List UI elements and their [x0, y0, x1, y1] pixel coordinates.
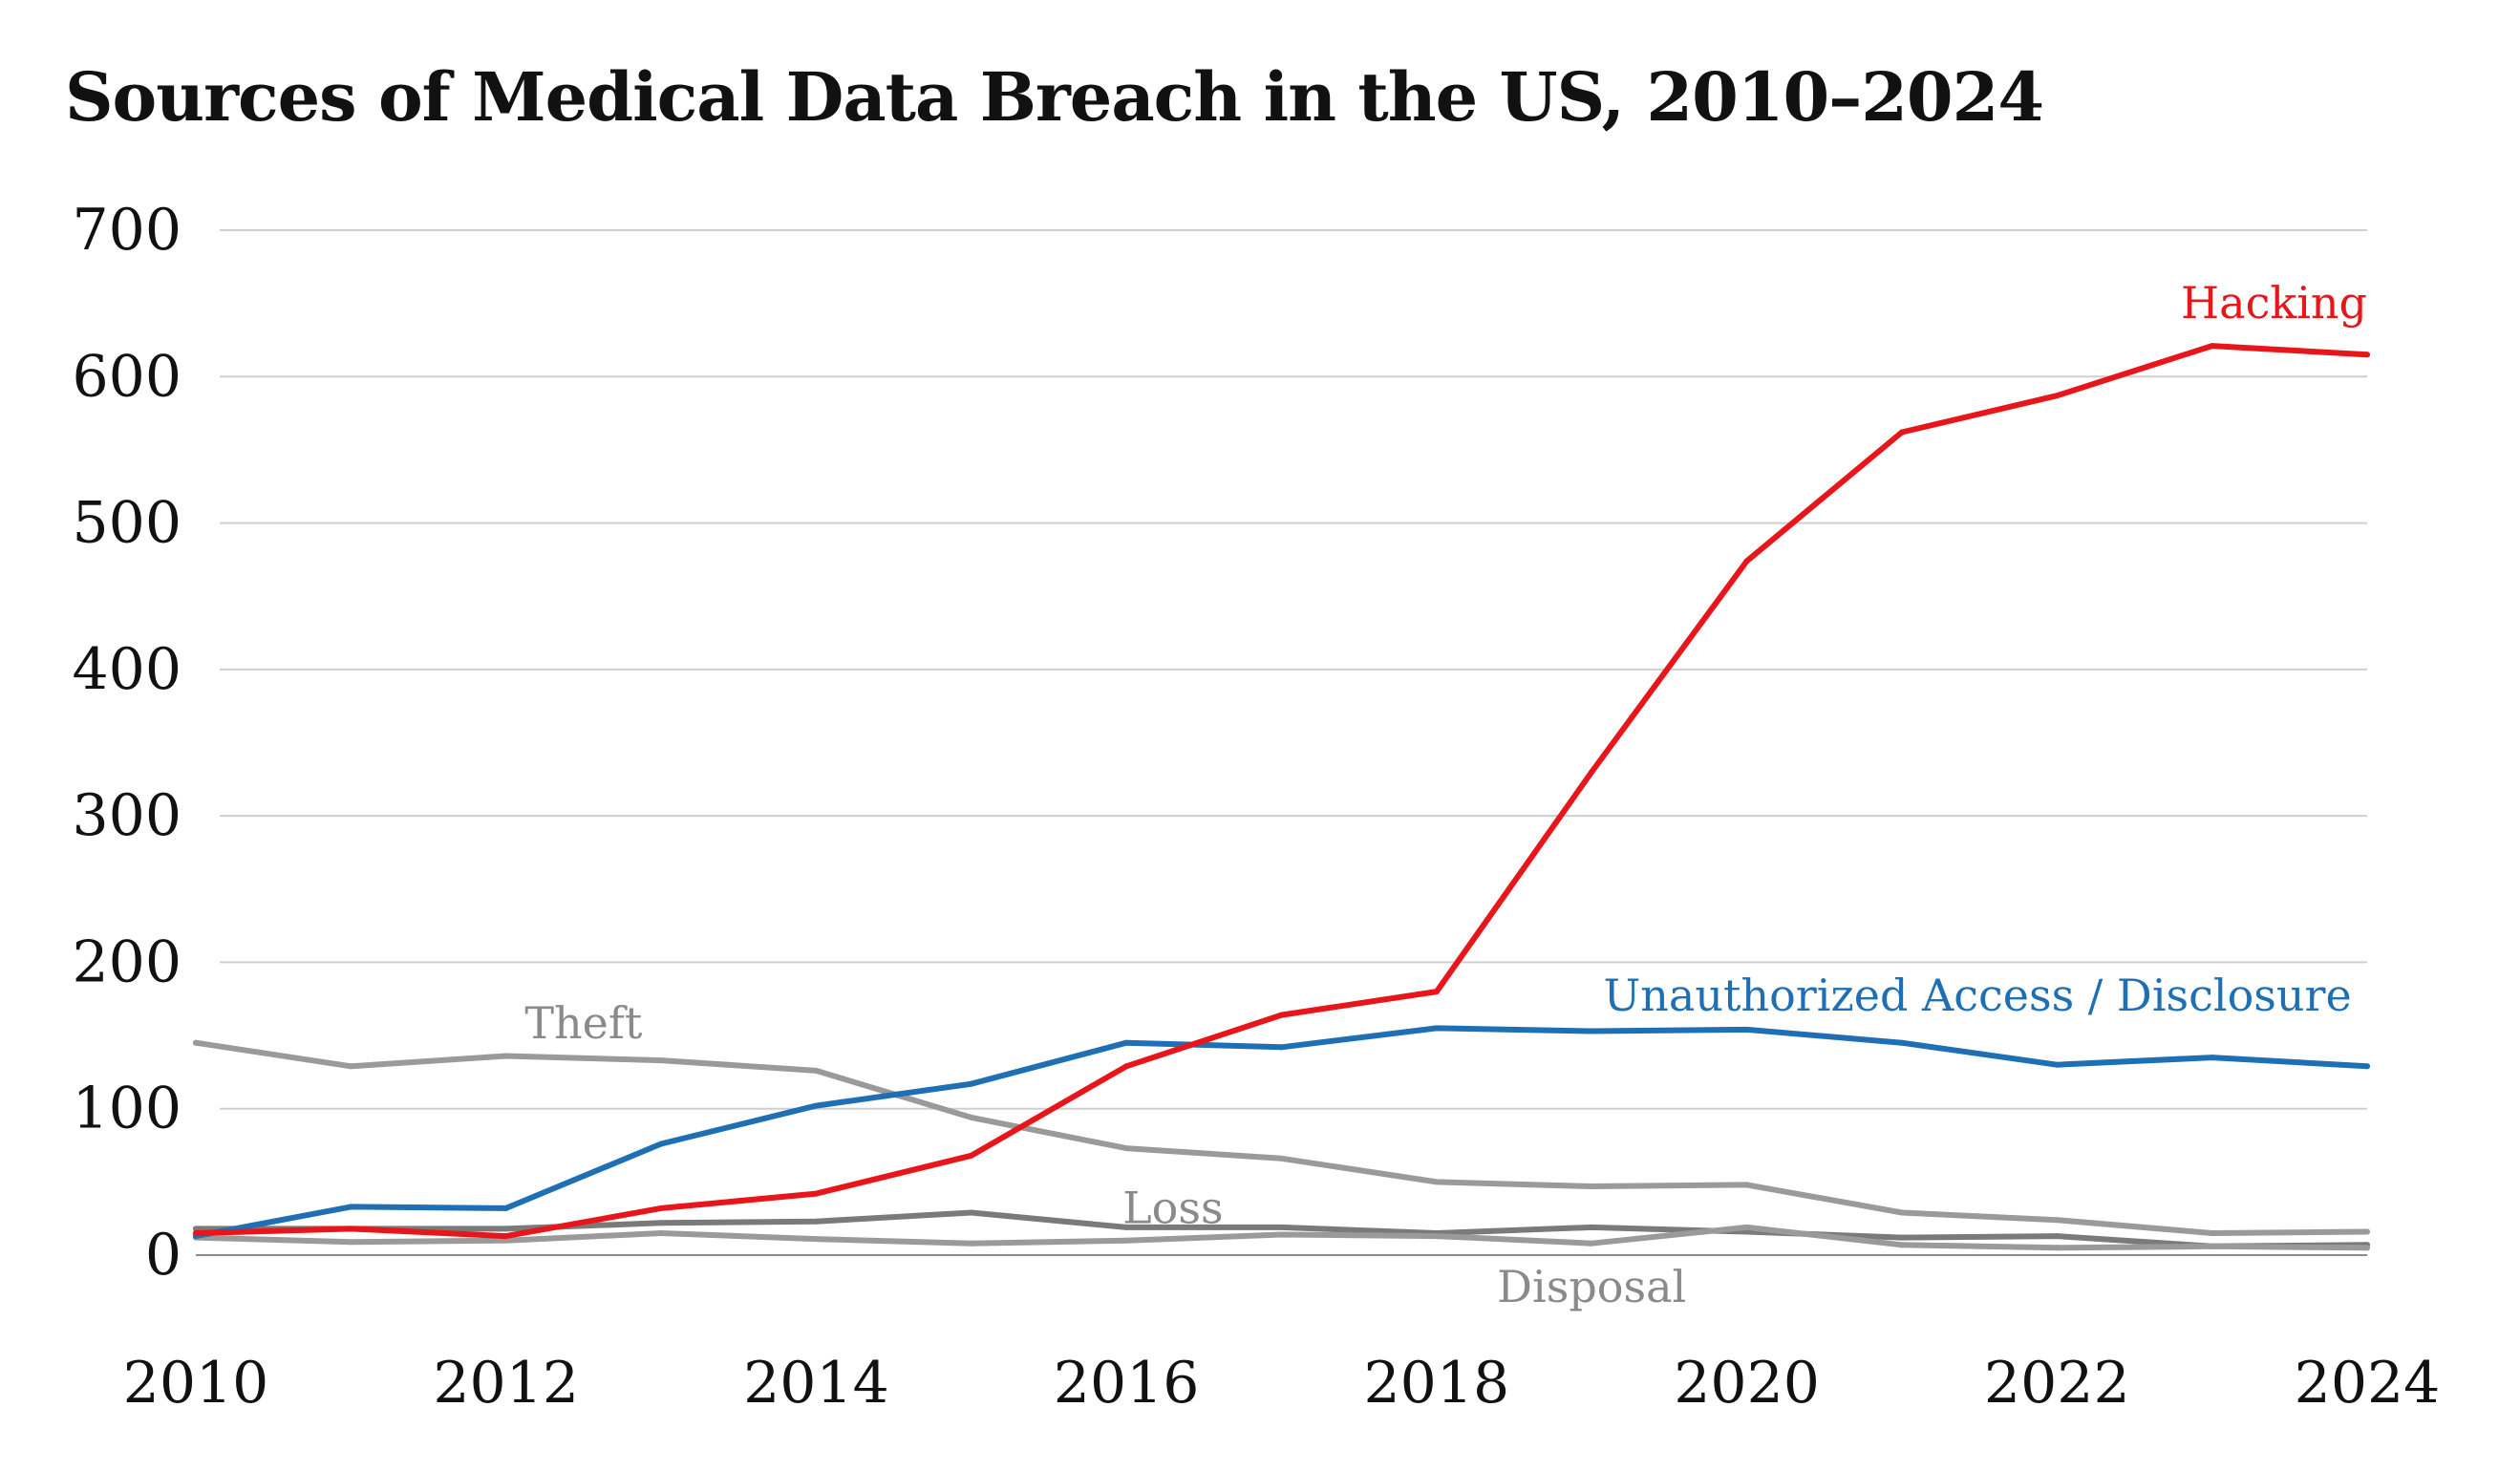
- data-point-unauthorized-access-disclosure-2014: [813, 1102, 820, 1109]
- data-point-disposal-2022: [2054, 1245, 2061, 1251]
- data-point-disposal-2015: [968, 1240, 974, 1247]
- series-lines: [193, 343, 2370, 1251]
- data-point-unauthorized-access-disclosure-2015: [968, 1080, 974, 1087]
- data-point-hacking-2012: [502, 1233, 509, 1240]
- axes: 0 100 200 300 400 500 600 700 2010 2012 2014 2016 20…: [72, 197, 2440, 1417]
- data-point-hacking-2014: [813, 1190, 820, 1197]
- data-point-disposal-2013: [658, 1230, 665, 1237]
- data-point-hacking-2015: [968, 1152, 974, 1159]
- data-point-hacking-2018: [1433, 989, 1440, 995]
- data-point-theft-2022: [2054, 1217, 2061, 1224]
- data-point-theft-2017: [1278, 1155, 1285, 1162]
- data-point-disposal-2018: [1433, 1233, 1440, 1240]
- data-point-disposal-2017: [1278, 1231, 1285, 1238]
- data-point-loss-2019: [1589, 1224, 1595, 1230]
- data-point-unauthorized-access-disclosure-2019: [1589, 1028, 1595, 1034]
- chart-title: Sources of Medical Data Breach in the US…: [65, 57, 2044, 137]
- data-point-hacking-2019: [1589, 769, 1595, 776]
- data-point-theft-2012: [502, 1053, 509, 1059]
- y-tick-label-100: 100: [72, 1076, 182, 1142]
- data-point-unauthorized-access-disclosure-2013: [658, 1141, 665, 1147]
- data-point-hacking-2016: [1123, 1063, 1130, 1070]
- data-point-unauthorized-access-disclosure-2020: [1743, 1026, 1750, 1033]
- data-point-hacking-2022: [2054, 393, 2061, 399]
- data-point-theft-2021: [1898, 1209, 1905, 1216]
- data-point-loss-2015: [968, 1209, 974, 1216]
- x-tick-label-2016: 2016: [1054, 1350, 1200, 1417]
- series-label-disposal: Disposal: [1497, 1261, 1686, 1312]
- data-point-unauthorized-access-disclosure-2011: [348, 1204, 354, 1210]
- data-point-unauthorized-access-disclosure-2024: [2364, 1063, 2370, 1070]
- data-point-hacking-2010: [193, 1230, 199, 1237]
- data-point-unauthorized-access-disclosure-2012: [502, 1205, 509, 1211]
- series-label-loss: Loss: [1122, 1182, 1223, 1233]
- x-tick-label-2012: 2012: [433, 1350, 579, 1417]
- data-point-hacking-2020: [1743, 558, 1750, 565]
- data-point-unauthorized-access-disclosure-2018: [1433, 1025, 1440, 1032]
- data-point-loss-2014: [813, 1218, 820, 1225]
- data-point-hacking-2013: [658, 1205, 665, 1211]
- data-point-disposal-2023: [2209, 1243, 2215, 1249]
- data-point-theft-2024: [2364, 1228, 2370, 1235]
- data-point-disposal-2021: [1898, 1242, 1905, 1248]
- data-point-theft-2019: [1589, 1183, 1595, 1189]
- data-point-loss-2013: [658, 1220, 665, 1226]
- data-point-theft-2020: [1743, 1182, 1750, 1188]
- data-point-disposal-2024: [2364, 1245, 2370, 1251]
- data-point-loss-2017: [1278, 1224, 1285, 1230]
- series-line-hacking: [193, 343, 2370, 1240]
- y-tick-label-300: 300: [72, 782, 182, 849]
- data-point-hacking-2011: [348, 1226, 354, 1232]
- data-point-theft-2018: [1433, 1179, 1440, 1185]
- data-point-disposal-2014: [813, 1236, 820, 1243]
- data-point-theft-2010: [193, 1039, 199, 1046]
- series-label-hacking: Hacking: [2181, 277, 2367, 329]
- data-point-disposal-2012: [502, 1237, 509, 1244]
- data-point-loss-2016: [1123, 1224, 1130, 1230]
- gridlines: [220, 229, 2367, 1110]
- x-tick-label-2024: 2024: [2295, 1350, 2441, 1417]
- x-tick-label-2018: 2018: [1364, 1350, 1510, 1417]
- series-labels: Theft Loss Disposal Unauthorized Access / D…: [524, 277, 2367, 1312]
- x-tick-label-2020: 2020: [1674, 1350, 1820, 1417]
- data-point-loss-2022: [2054, 1233, 2061, 1240]
- data-point-disposal-2016: [1123, 1237, 1130, 1244]
- data-point-loss-2012: [502, 1226, 509, 1232]
- data-point-unauthorized-access-disclosure-2022: [2054, 1061, 2061, 1068]
- data-point-theft-2013: [658, 1057, 665, 1064]
- series-label-theft: Theft: [524, 997, 643, 1049]
- y-tick-label-600: 600: [72, 343, 182, 410]
- x-tick-label-2022: 2022: [1984, 1350, 2130, 1417]
- x-tick-label-2014: 2014: [743, 1350, 889, 1417]
- data-point-theft-2023: [2209, 1230, 2215, 1237]
- series-line-unauthorized-access-disclosure: [193, 1025, 2370, 1240]
- data-point-disposal-2020: [1743, 1224, 1750, 1230]
- data-point-unauthorized-access-disclosure-2016: [1123, 1039, 1130, 1046]
- y-tick-label-400: 400: [72, 636, 182, 703]
- data-point-theft-2011: [348, 1063, 354, 1070]
- data-point-disposal-2019: [1589, 1240, 1595, 1247]
- data-point-unauthorized-access-disclosure-2023: [2209, 1055, 2215, 1061]
- data-point-hacking-2024: [2364, 352, 2370, 358]
- data-point-hacking-2021: [1898, 429, 1905, 436]
- data-point-unauthorized-access-disclosure-2017: [1278, 1044, 1285, 1051]
- data-point-hacking-2023: [2209, 343, 2215, 350]
- x-tick-label-2010: 2010: [123, 1350, 269, 1417]
- y-tick-label-0: 0: [145, 1222, 182, 1289]
- y-tick-label-500: 500: [72, 490, 182, 557]
- series-label-unauthorized-access-disclosure: Unauthorized Access / Disclosure: [1604, 970, 2352, 1021]
- y-tick-label-700: 700: [72, 197, 182, 264]
- data-point-theft-2016: [1123, 1145, 1130, 1152]
- y-tick-label-200: 200: [72, 928, 182, 995]
- data-point-loss-2010: [193, 1226, 199, 1232]
- data-point-unauthorized-access-disclosure-2021: [1898, 1039, 1905, 1046]
- data-point-theft-2014: [813, 1067, 820, 1074]
- data-point-disposal-2011: [348, 1239, 354, 1246]
- data-point-theft-2015: [968, 1114, 974, 1120]
- data-point-hacking-2017: [1278, 1012, 1285, 1018]
- data-point-loss-2021: [1898, 1234, 1905, 1241]
